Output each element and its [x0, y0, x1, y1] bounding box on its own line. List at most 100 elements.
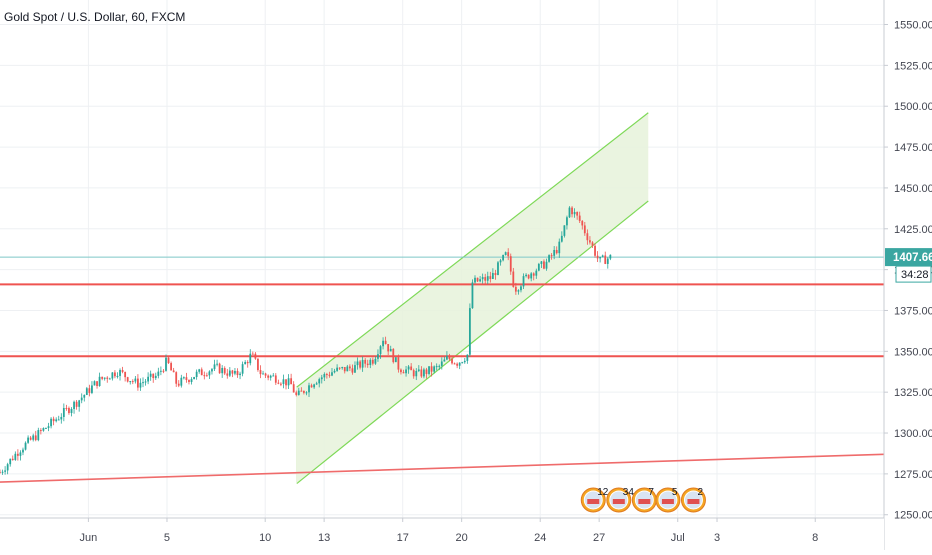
candle-body	[39, 430, 42, 432]
candle-body	[262, 373, 264, 375]
candle-body	[402, 372, 405, 374]
candle-body	[389, 348, 392, 352]
candle-body	[509, 256, 512, 272]
candle-body	[609, 254, 612, 259]
candle-body	[101, 376, 104, 379]
candle-body	[325, 374, 328, 376]
candle-body	[203, 375, 206, 377]
candle-body	[106, 377, 109, 379]
candle-body	[231, 370, 234, 374]
candle-body	[218, 363, 221, 374]
candle-body	[182, 377, 185, 379]
candle-body	[142, 382, 144, 384]
candle-body	[55, 419, 58, 422]
candle-body	[336, 367, 338, 371]
candle-body	[195, 371, 198, 378]
candle-body	[491, 273, 494, 280]
y-tick-label: 1500.00	[894, 101, 932, 113]
candle-body	[274, 375, 277, 383]
y-tick-label: 1325.00	[894, 387, 932, 399]
candle-body	[461, 362, 464, 364]
candle-body	[481, 277, 484, 280]
candle-body	[14, 453, 17, 460]
candle-body	[514, 286, 517, 292]
candle-body	[535, 270, 538, 276]
candle-body	[456, 363, 459, 366]
candle-body	[448, 356, 451, 359]
candle-body	[599, 256, 602, 259]
last-price-badge	[885, 248, 932, 267]
candle-body	[257, 358, 259, 371]
candle-body	[504, 252, 507, 255]
candle-body	[177, 383, 180, 386]
candle-body	[392, 348, 395, 363]
candle-body	[216, 363, 218, 365]
candle-body	[305, 392, 308, 394]
candle-body	[308, 385, 310, 393]
candle-body	[563, 225, 566, 236]
candle-body	[32, 435, 35, 440]
candle-body	[96, 381, 98, 387]
candle-body	[568, 207, 571, 218]
candle-body	[543, 261, 545, 269]
candle-body	[435, 366, 438, 368]
y-tick-label: 1475.00	[894, 142, 932, 154]
candle-body	[520, 286, 522, 291]
candle-body	[545, 261, 548, 269]
candle-body	[397, 357, 400, 370]
candle-body	[371, 359, 374, 364]
candle-body	[532, 273, 535, 276]
candle-body	[228, 370, 231, 376]
x-tick-label: 17	[397, 532, 409, 544]
candle-body	[129, 381, 132, 383]
candle-body	[361, 359, 364, 368]
candle-body	[310, 385, 313, 388]
y-tick-label: 1425.00	[894, 224, 932, 236]
x-tick-label: Jul	[671, 532, 685, 544]
candle-body	[34, 435, 37, 441]
candle-body	[606, 258, 609, 264]
candle-body	[601, 255, 604, 257]
candle-body	[463, 360, 466, 363]
candle-body	[285, 379, 287, 386]
candles-group	[0, 206, 612, 475]
candle-body	[430, 366, 433, 372]
candle-body	[374, 358, 377, 364]
candle-body	[198, 369, 201, 372]
candle-body	[589, 240, 591, 243]
candle-body	[200, 369, 203, 376]
candle-body	[180, 377, 183, 386]
candle-body	[119, 370, 121, 376]
flag-stripes-icon	[638, 499, 651, 504]
candle-body	[282, 379, 285, 384]
candle-body	[159, 370, 162, 372]
candle-body	[517, 290, 520, 292]
candle-body	[75, 401, 78, 407]
candle-body	[540, 261, 543, 264]
candle-body	[170, 363, 173, 371]
candle-body	[45, 427, 47, 429]
candle-body	[287, 378, 290, 386]
candle-body	[91, 385, 93, 393]
candle-body	[223, 368, 226, 374]
candle-body	[165, 357, 167, 371]
candle-body	[103, 377, 106, 379]
candle-body	[272, 375, 275, 377]
countdown-badge	[895, 265, 932, 283]
candle-body	[560, 235, 563, 242]
candle-body	[277, 382, 280, 384]
candle-body	[407, 366, 410, 370]
candle-body	[550, 255, 553, 257]
candle-body	[65, 408, 68, 410]
candle-body	[193, 377, 195, 380]
candle-body	[382, 340, 384, 347]
candle-body	[24, 442, 27, 450]
chart-title: Gold Spot / U.S. Dollar, 60, FXCM	[4, 10, 186, 24]
candle-body	[412, 370, 415, 377]
y-tick-label: 1350.00	[894, 346, 932, 358]
x-tick-label: 8	[812, 532, 818, 544]
candle-body	[205, 375, 208, 377]
candle-body	[384, 340, 387, 345]
